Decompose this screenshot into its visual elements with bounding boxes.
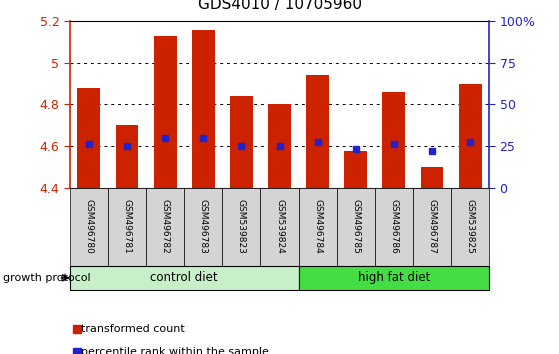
- Text: percentile rank within the sample: percentile rank within the sample: [81, 347, 269, 354]
- Bar: [192, 30, 215, 188]
- Bar: [299, 188, 337, 266]
- Bar: [451, 188, 489, 266]
- Bar: [306, 75, 329, 188]
- Bar: [230, 96, 253, 188]
- Bar: [413, 188, 451, 266]
- Bar: [458, 84, 481, 188]
- Bar: [260, 188, 299, 266]
- Bar: [154, 36, 177, 188]
- Text: control diet: control diet: [150, 272, 218, 284]
- Bar: [184, 188, 222, 266]
- Bar: [146, 188, 184, 266]
- Text: GSM496784: GSM496784: [313, 199, 322, 254]
- Text: GSM496782: GSM496782: [160, 199, 170, 254]
- Text: GSM496783: GSM496783: [199, 199, 208, 254]
- Bar: [337, 188, 375, 266]
- Bar: [78, 88, 101, 188]
- Bar: [116, 125, 139, 188]
- Text: GSM539825: GSM539825: [466, 199, 475, 254]
- Bar: [108, 188, 146, 266]
- Bar: [344, 151, 367, 188]
- Text: GSM496786: GSM496786: [389, 199, 399, 254]
- Text: GSM539823: GSM539823: [237, 199, 246, 254]
- Text: GSM496780: GSM496780: [84, 199, 93, 254]
- Bar: [299, 266, 489, 290]
- Text: GSM496781: GSM496781: [122, 199, 131, 254]
- Bar: [70, 188, 108, 266]
- Bar: [268, 104, 291, 188]
- Text: growth protocol: growth protocol: [3, 273, 91, 283]
- Bar: [382, 92, 405, 188]
- Bar: [375, 188, 413, 266]
- Bar: [222, 188, 260, 266]
- Bar: [420, 167, 443, 188]
- Text: high fat diet: high fat diet: [358, 272, 430, 284]
- Text: GDS4010 / 10705960: GDS4010 / 10705960: [197, 0, 362, 12]
- Text: transformed count: transformed count: [81, 324, 185, 334]
- Text: GSM496785: GSM496785: [351, 199, 360, 254]
- Text: GSM539824: GSM539824: [275, 199, 284, 254]
- Bar: [70, 266, 299, 290]
- Text: GSM496787: GSM496787: [428, 199, 437, 254]
